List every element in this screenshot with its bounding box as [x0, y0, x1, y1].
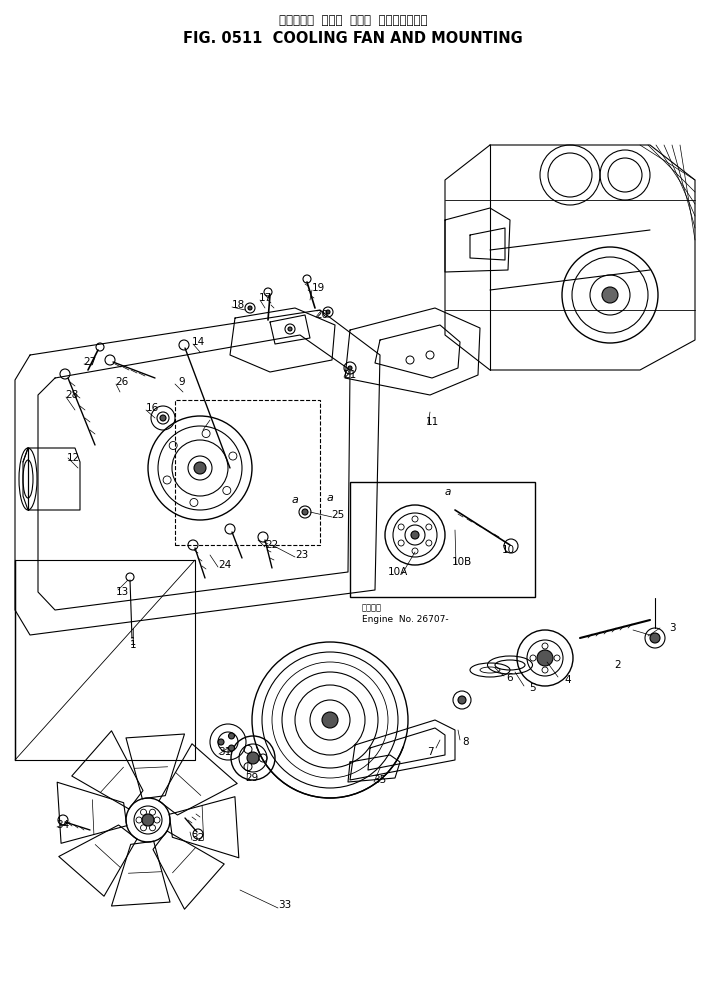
Text: 17: 17: [258, 293, 272, 303]
Circle shape: [322, 712, 338, 728]
Text: 2: 2: [615, 660, 621, 670]
Text: 23: 23: [295, 550, 309, 560]
Text: 10: 10: [501, 545, 515, 555]
Text: a: a: [327, 493, 333, 503]
Text: 27: 27: [83, 357, 97, 367]
Circle shape: [302, 509, 308, 515]
Text: 5: 5: [529, 683, 535, 693]
Text: 33: 33: [278, 900, 292, 910]
Circle shape: [229, 733, 234, 738]
Circle shape: [218, 739, 224, 745]
Circle shape: [160, 415, 166, 421]
Text: 16: 16: [145, 403, 159, 413]
Text: クーリング  ファン  および  マウンティング: クーリング ファン および マウンティング: [279, 14, 427, 27]
Text: 11: 11: [426, 417, 438, 427]
Circle shape: [247, 752, 259, 764]
Text: 26: 26: [115, 377, 128, 387]
Text: 25: 25: [331, 510, 345, 520]
Text: 1: 1: [130, 637, 136, 647]
Text: 適用番号: 適用番号: [362, 604, 382, 613]
Text: Engine  No. 26707-: Engine No. 26707-: [362, 616, 448, 625]
Text: 9: 9: [179, 377, 185, 387]
Text: 18: 18: [232, 300, 244, 310]
Text: 32: 32: [191, 833, 205, 843]
Circle shape: [411, 531, 419, 539]
Circle shape: [229, 745, 234, 751]
Circle shape: [142, 814, 154, 826]
Text: 3: 3: [669, 623, 676, 633]
Text: 20: 20: [316, 310, 328, 320]
Text: 6: 6: [507, 673, 513, 683]
Text: 29: 29: [246, 773, 258, 783]
Text: 19: 19: [311, 283, 325, 293]
Text: 13: 13: [115, 587, 128, 597]
Circle shape: [248, 306, 252, 310]
Circle shape: [537, 650, 553, 666]
Text: 10B: 10B: [452, 557, 472, 567]
Text: 34: 34: [56, 820, 70, 830]
Circle shape: [458, 696, 466, 704]
Text: a: a: [292, 495, 299, 505]
Circle shape: [650, 633, 660, 643]
Circle shape: [194, 462, 206, 474]
Circle shape: [288, 327, 292, 331]
Text: 8: 8: [462, 737, 469, 747]
Text: 28: 28: [66, 390, 78, 400]
Text: 7: 7: [426, 747, 433, 757]
Text: 35: 35: [373, 775, 387, 785]
Circle shape: [326, 310, 330, 314]
Text: 21: 21: [343, 370, 357, 380]
Bar: [350, 482, 535, 597]
Text: 1: 1: [130, 640, 136, 650]
Text: 31: 31: [218, 747, 232, 757]
Circle shape: [602, 287, 618, 303]
Text: 10A: 10A: [388, 567, 408, 577]
Text: 24: 24: [218, 560, 232, 570]
Text: a: a: [445, 487, 451, 497]
Bar: [175, 400, 320, 545]
Text: 22: 22: [265, 540, 279, 550]
Circle shape: [348, 366, 352, 370]
Text: 12: 12: [66, 453, 80, 463]
Text: 14: 14: [191, 337, 205, 347]
Text: 4: 4: [565, 675, 571, 685]
Text: FIG. 0511  COOLING FAN AND MOUNTING: FIG. 0511 COOLING FAN AND MOUNTING: [183, 30, 523, 45]
